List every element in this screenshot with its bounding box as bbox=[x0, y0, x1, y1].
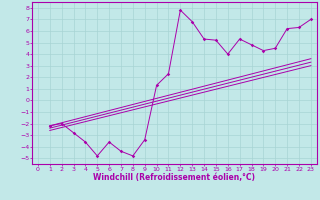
X-axis label: Windchill (Refroidissement éolien,°C): Windchill (Refroidissement éolien,°C) bbox=[93, 173, 255, 182]
